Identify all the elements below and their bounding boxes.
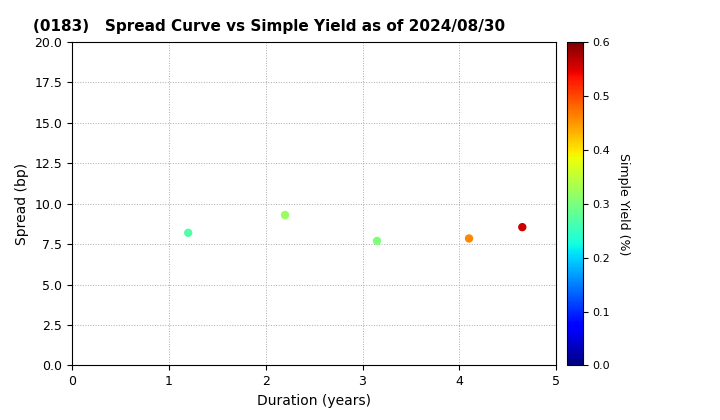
X-axis label: Duration (years): Duration (years) [257,394,371,408]
Point [372,238,383,244]
Y-axis label: Spread (bp): Spread (bp) [15,163,29,245]
Text: (0183)   Spread Curve vs Simple Yield as of 2024/08/30: (0183) Spread Curve vs Simple Yield as o… [33,19,505,34]
Point [516,224,528,231]
Point [463,235,474,242]
Point [182,229,194,236]
Point [279,212,291,218]
Y-axis label: Simple Yield (%): Simple Yield (%) [616,152,630,255]
